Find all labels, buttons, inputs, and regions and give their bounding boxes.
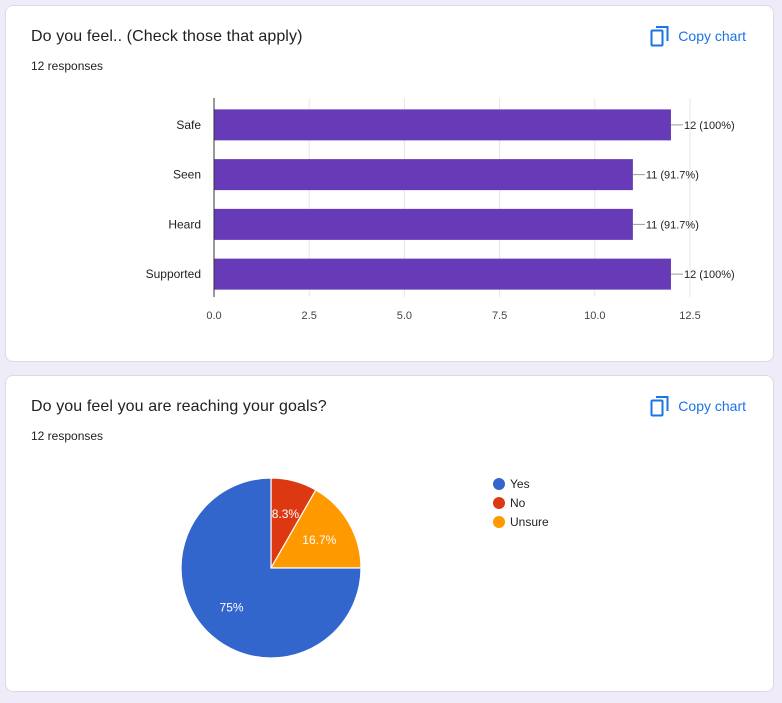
question-card-feelings: Do you feel.. (Check those that apply) 1… — [5, 5, 774, 362]
bar — [214, 208, 633, 240]
x-tick-label: 10.0 — [584, 310, 605, 322]
x-tick-label: 12.5 — [679, 310, 700, 322]
category-label: Heard — [168, 217, 201, 231]
legend-label: Unsure — [510, 515, 549, 529]
category-label: Seen — [173, 168, 201, 182]
bar — [214, 109, 671, 141]
bar — [214, 258, 671, 290]
copy-chart-label: Copy chart — [678, 28, 746, 44]
legend-swatch — [493, 516, 505, 528]
pie-slice — [180, 477, 362, 659]
copy-chart-label: Copy chart — [678, 398, 746, 414]
copy-icon — [650, 25, 670, 47]
legend-swatch — [493, 478, 505, 490]
response-count: 12 responses — [31, 429, 104, 443]
pie-chart: 8.3%16.7% 75% Yes No Unsure — [180, 477, 549, 659]
copy-chart-button[interactable]: Copy chart — [650, 395, 746, 417]
legend-swatch — [493, 497, 505, 509]
data-label: 11 (91.7%) — [646, 219, 699, 231]
data-label: 12 (100%) — [684, 269, 735, 281]
bar — [214, 159, 633, 191]
slice-label: 16.7% — [302, 533, 336, 547]
x-tick-label: 5.0 — [397, 310, 412, 322]
slice-label: 8.3% — [272, 507, 300, 521]
x-tick-label: 0.0 — [206, 310, 221, 322]
x-tick-label: 7.5 — [492, 310, 507, 322]
question-card-goals: Do you feel you are reaching your goals?… — [5, 375, 774, 692]
category-label: Safe — [176, 118, 201, 132]
legend-label: No — [510, 496, 526, 510]
data-label: 11 (91.7%) — [646, 170, 699, 182]
data-label: 12 (100%) — [684, 120, 735, 132]
category-label: Supported — [146, 267, 201, 281]
question-title: Do you feel.. (Check those that apply) — [31, 28, 303, 45]
copy-icon — [650, 395, 670, 417]
slice-label: 75% — [220, 600, 244, 614]
pie-slice — [269, 489, 362, 569]
x-tick-label: 2.5 — [302, 310, 317, 322]
legend-label: Yes — [510, 477, 530, 491]
bar-chart: 0.0 2.5 5.0 7.5 10.0 12.5 Safe 12 (100%) Seen 11 … — [146, 98, 735, 322]
copy-chart-button[interactable]: Copy chart — [650, 25, 746, 47]
response-count: 12 responses — [31, 59, 104, 73]
question-title: Do you feel you are reaching your goals? — [31, 398, 327, 415]
